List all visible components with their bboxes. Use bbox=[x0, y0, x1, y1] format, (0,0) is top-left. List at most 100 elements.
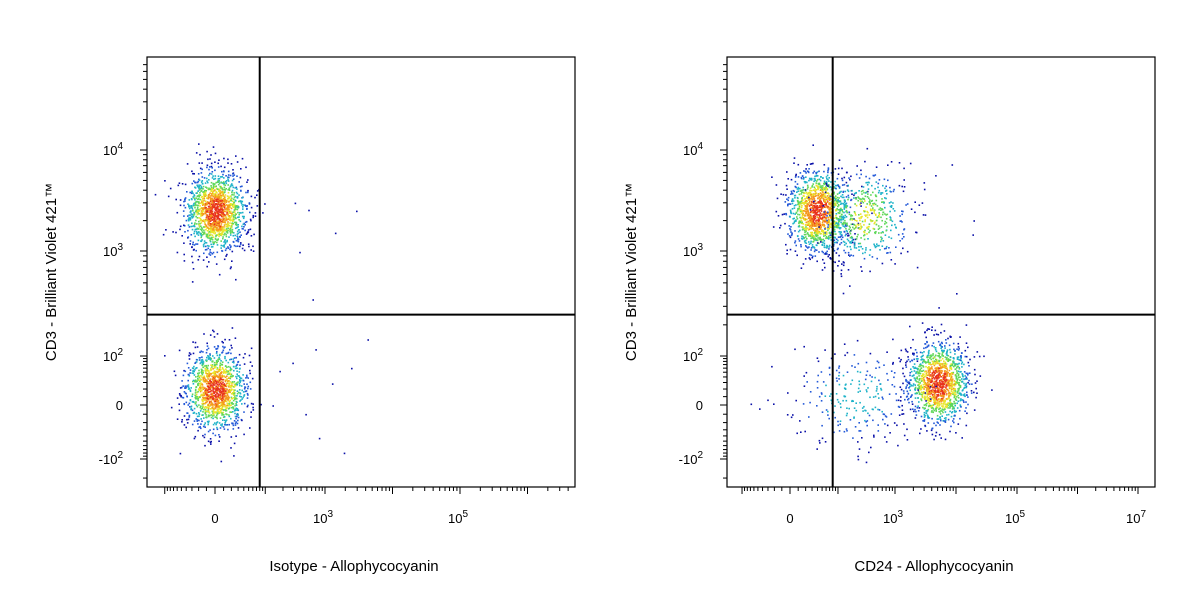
event-dot bbox=[820, 176, 822, 178]
event-dot bbox=[233, 455, 235, 457]
event-dot bbox=[805, 249, 807, 251]
event-dot bbox=[848, 197, 850, 199]
event-dot bbox=[236, 364, 238, 366]
event-dot bbox=[213, 200, 215, 202]
event-dot bbox=[194, 420, 196, 422]
event-dot bbox=[192, 210, 194, 212]
event-dot bbox=[217, 405, 219, 407]
event-dot bbox=[226, 414, 228, 416]
event-dot bbox=[179, 350, 181, 352]
event-dot bbox=[228, 414, 230, 416]
event-dot bbox=[202, 191, 204, 193]
event-dot bbox=[811, 199, 813, 201]
event-dot bbox=[208, 261, 210, 263]
event-dot bbox=[798, 188, 800, 190]
event-dot bbox=[196, 223, 198, 225]
event-dot bbox=[229, 349, 231, 351]
event-dot bbox=[212, 177, 214, 179]
event-dot bbox=[828, 167, 830, 169]
event-dot bbox=[250, 220, 252, 222]
event-dot bbox=[226, 385, 228, 387]
event-dot bbox=[208, 245, 210, 247]
event-dot bbox=[893, 189, 895, 191]
event-dot bbox=[179, 395, 181, 397]
event-dot bbox=[814, 232, 816, 234]
event-dot bbox=[194, 369, 196, 371]
event-dot bbox=[800, 172, 802, 174]
event-dot bbox=[837, 185, 839, 187]
event-dot bbox=[867, 193, 869, 195]
event-dot bbox=[815, 195, 817, 197]
event-dot bbox=[229, 216, 231, 218]
event-dot bbox=[790, 210, 792, 212]
event-dot bbox=[802, 215, 804, 217]
event-dot bbox=[802, 229, 804, 231]
event-dot bbox=[834, 262, 836, 264]
event-dot bbox=[877, 217, 879, 219]
event-dot bbox=[932, 434, 934, 436]
outlier-dot bbox=[292, 363, 294, 365]
event-dot bbox=[232, 232, 234, 234]
event-dot bbox=[882, 212, 884, 214]
axis-ticks bbox=[140, 65, 568, 494]
event-dot bbox=[247, 388, 249, 390]
event-dot bbox=[876, 220, 878, 222]
event-dot bbox=[238, 417, 240, 419]
event-dot bbox=[226, 379, 228, 381]
event-dot bbox=[245, 391, 247, 393]
event-dot bbox=[240, 396, 242, 398]
event-dot bbox=[838, 225, 840, 227]
event-dot bbox=[215, 175, 217, 177]
event-dot bbox=[183, 225, 185, 227]
event-dot bbox=[820, 202, 822, 204]
event-dot bbox=[229, 416, 231, 418]
event-dot bbox=[232, 220, 234, 222]
event-dot bbox=[865, 192, 867, 194]
event-dot bbox=[219, 204, 221, 206]
event-dot bbox=[221, 401, 223, 403]
event-dot bbox=[877, 205, 879, 207]
event-dot bbox=[884, 188, 886, 190]
event-dot bbox=[794, 213, 796, 215]
event-dot bbox=[203, 333, 205, 335]
event-dot bbox=[220, 240, 222, 242]
event-dot bbox=[236, 401, 238, 403]
event-dot bbox=[238, 214, 240, 216]
event-dot bbox=[186, 191, 188, 193]
outlier-dot bbox=[312, 299, 314, 301]
event-dot bbox=[257, 205, 259, 207]
event-dot bbox=[218, 440, 220, 442]
event-dot bbox=[227, 159, 229, 161]
event-dot bbox=[207, 227, 209, 229]
event-dot bbox=[791, 179, 793, 181]
event-dot bbox=[240, 200, 242, 202]
event-dot bbox=[232, 411, 234, 413]
event-dot bbox=[882, 263, 884, 265]
event-dot bbox=[222, 419, 224, 421]
event-dot bbox=[210, 398, 212, 400]
event-dot bbox=[197, 384, 199, 386]
event-dot bbox=[224, 246, 226, 248]
event-dot bbox=[835, 233, 837, 235]
event-dot bbox=[824, 225, 826, 227]
event-dot bbox=[219, 371, 221, 373]
event-dot bbox=[797, 209, 799, 211]
event-dot bbox=[855, 192, 857, 194]
event-dot bbox=[220, 398, 222, 400]
event-dot bbox=[793, 191, 795, 193]
event-dot bbox=[225, 250, 227, 252]
event-dot bbox=[889, 202, 891, 204]
event-dot bbox=[247, 190, 249, 192]
event-dot bbox=[240, 190, 242, 192]
event-dot bbox=[219, 373, 221, 375]
event-dot bbox=[210, 220, 212, 222]
event-dot bbox=[237, 161, 239, 163]
event-dot bbox=[211, 182, 213, 184]
event-dot bbox=[198, 427, 200, 429]
event-dot bbox=[824, 243, 826, 245]
event-dot bbox=[801, 222, 803, 224]
event-dot bbox=[197, 346, 199, 348]
event-dot bbox=[195, 381, 197, 383]
event-dot bbox=[208, 370, 210, 372]
event-dot bbox=[898, 234, 900, 236]
